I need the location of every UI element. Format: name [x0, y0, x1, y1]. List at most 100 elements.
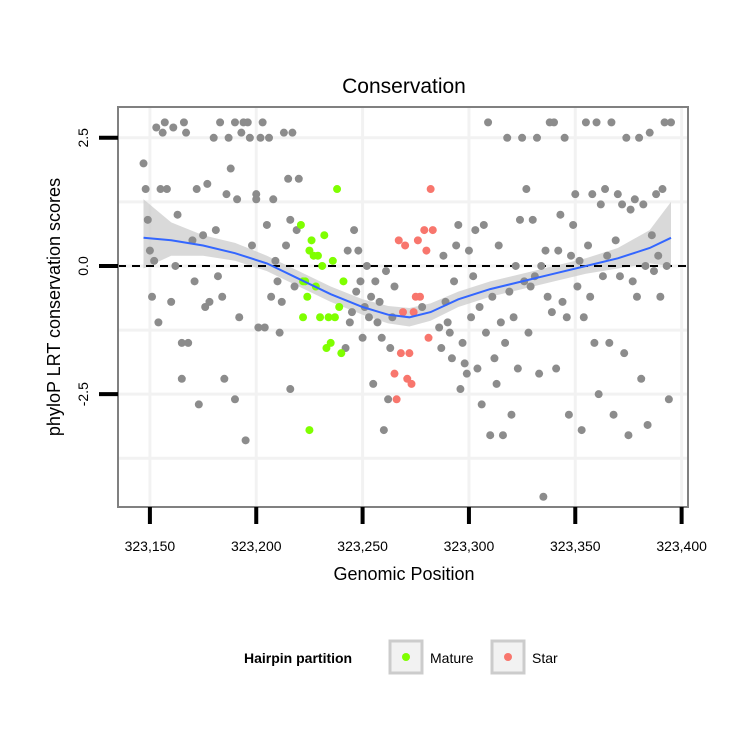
data-point-other [386, 344, 395, 353]
data-point-other [367, 292, 376, 301]
data-point-other [373, 318, 382, 327]
data-point-other [652, 190, 661, 199]
data-point-mature [326, 338, 335, 347]
data-point-other [143, 215, 152, 224]
data-point-other [618, 200, 627, 209]
x-tick-label: 323,250 [337, 538, 388, 554]
data-point-other [464, 246, 473, 255]
data-point-other [535, 369, 544, 378]
data-point-other [243, 118, 252, 127]
data-point-other [479, 220, 488, 229]
data-point-other [577, 426, 586, 435]
data-point-other [475, 303, 484, 311]
data-point-other [637, 374, 646, 383]
data-point-other [452, 241, 461, 250]
data-point-other [182, 128, 191, 137]
data-point-other [511, 261, 520, 270]
data-point-other [437, 344, 446, 353]
data-point-other [467, 313, 476, 322]
y-tick-label: 0.0 [75, 256, 91, 276]
data-point-mature [313, 251, 322, 260]
data-point-other [224, 133, 233, 142]
data-point-other [443, 318, 452, 327]
x-axis-title: Genomic Position [333, 564, 474, 584]
panel-background [118, 107, 688, 507]
data-point-star [401, 241, 410, 250]
data-point-mature [337, 349, 346, 358]
data-point-other [167, 297, 176, 306]
data-point-star [390, 369, 399, 378]
data-point-other [211, 226, 220, 235]
y-tick-label: -2.5 [75, 382, 91, 406]
data-point-other [592, 118, 601, 127]
data-point-other [343, 246, 352, 255]
data-point-other [188, 236, 197, 245]
data-point-mature [307, 236, 316, 245]
data-point-other [507, 410, 516, 419]
data-point-mature [296, 220, 305, 229]
data-point-other [390, 282, 399, 291]
x-tick-label: 323,350 [550, 538, 601, 554]
data-point-other [598, 272, 607, 281]
data-point-other [509, 313, 518, 322]
data-point-other [630, 195, 639, 204]
data-point-other [664, 395, 673, 404]
legend-key-mature-box [388, 639, 424, 675]
data-point-other [218, 292, 227, 301]
data-point-other [345, 318, 354, 327]
data-point-other [290, 282, 299, 291]
data-point-other [543, 292, 552, 301]
data-point-other [564, 410, 573, 419]
x-tick-label: 323,300 [444, 538, 495, 554]
data-point-other [145, 246, 154, 255]
data-point-other [447, 354, 456, 363]
data-point-other [518, 133, 527, 142]
data-point-other [222, 190, 231, 199]
data-point-star [422, 246, 431, 255]
data-point-mature [320, 231, 329, 240]
data-point-other [247, 241, 256, 250]
data-point-other [277, 297, 286, 306]
data-point-other [503, 133, 512, 142]
data-point-other [209, 133, 218, 142]
data-point-other [624, 431, 633, 440]
data-point-other [173, 210, 182, 219]
data-point-other [620, 349, 629, 358]
data-point-other [590, 338, 599, 347]
data-point-other [558, 297, 567, 306]
data-point-other [581, 118, 590, 127]
data-point-other [596, 200, 605, 209]
data-point-other [562, 313, 571, 322]
data-point-other [269, 195, 278, 204]
data-point-other [177, 338, 186, 347]
data-point-other [550, 118, 559, 127]
data-point-other [537, 261, 546, 270]
data-point-other [237, 128, 246, 137]
data-point-other [494, 241, 503, 250]
data-point-other [177, 374, 186, 383]
data-point-other [584, 241, 593, 250]
data-point-other [347, 308, 356, 317]
data-point-other [371, 277, 380, 286]
data-point-other [435, 323, 444, 332]
data-point-other [477, 400, 486, 409]
data-point-other [233, 195, 242, 204]
data-point-other [471, 226, 480, 235]
data-point-other [454, 220, 463, 229]
data-point-other [505, 287, 514, 296]
data-point-other [607, 118, 616, 127]
data-point-other [645, 128, 654, 137]
data-point-other [356, 277, 365, 286]
data-point-other [377, 333, 386, 342]
confidence-band [143, 199, 671, 327]
data-point-other [628, 277, 637, 286]
data-point-other [169, 123, 178, 132]
data-point-other [190, 277, 199, 286]
x-tick-label: 323,400 [656, 538, 707, 554]
data-point-other [526, 282, 535, 291]
data-point-other [532, 133, 541, 142]
data-point-other [486, 431, 495, 440]
y-tick-label: 2.5 [75, 128, 91, 148]
data-point-other [350, 226, 359, 235]
data-point-other [445, 328, 454, 337]
